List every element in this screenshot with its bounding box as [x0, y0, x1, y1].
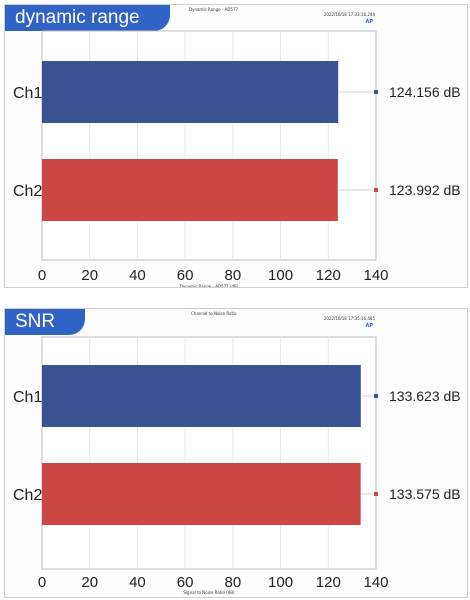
value-label: 123.992 dB	[389, 182, 461, 198]
x-tick-label: 60	[177, 574, 194, 591]
x-tick-label: 80	[225, 574, 242, 591]
x-tick-label: 40	[129, 574, 146, 591]
value-marker	[374, 188, 378, 192]
x-axis-label: Signal to Noise Ratio (dB)	[183, 590, 235, 595]
ap-logo-icon: AP	[365, 323, 373, 329]
chart-plot-area: 0 20 40 60 80 100 120 140 Dynamic Range - AD577 …	[13, 30, 461, 287]
chart-timestamp: 2022/10/18 17:33:16.244	[323, 12, 375, 17]
x-tick-label: 100	[268, 574, 293, 591]
x-tick-label: 140	[363, 267, 388, 284]
chart-title: Channel to Noise Ratio	[191, 311, 237, 316]
value-marker	[374, 492, 378, 496]
x-tick-label: 40	[129, 267, 146, 284]
snr-chart: SNR Channel to Noise Ratio 2022/10/18 17…	[4, 308, 468, 598]
x-tick-label: 120	[316, 574, 341, 591]
chart-badge: dynamic range	[5, 5, 170, 31]
chart-title: Dynamic Range - AD577	[189, 7, 239, 12]
x-tick-label: 60	[177, 267, 194, 284]
x-tick-label: 120	[316, 267, 341, 284]
chart-plot-area: 0 20 40 60 80 100 120 140 Signal to Noise Ratio …	[13, 336, 461, 595]
x-tick-label: 100	[268, 267, 293, 284]
x-axis-label: Dynamic Range - AD577 (dB)	[180, 284, 239, 287]
category-label: Ch2	[13, 487, 42, 504]
ap-logo-icon: AP	[365, 19, 373, 25]
category-label: Ch1	[13, 389, 42, 406]
value-label: 133.623 dB	[389, 388, 461, 404]
x-tick-label: 80	[225, 267, 242, 284]
value-marker	[374, 394, 378, 398]
value-label: 133.575 dB	[389, 486, 461, 502]
bar-ch1	[42, 61, 339, 123]
x-tick-label: 0	[38, 267, 46, 284]
category-label: Ch1	[13, 85, 42, 102]
dynamic-range-chart: dynamic range Dynamic Range - AD577 2022…	[4, 4, 468, 288]
value-marker	[374, 90, 378, 94]
chart-timestamp: 2022/10/18 17:35:16.485	[323, 316, 375, 321]
chart-badge: SNR	[5, 309, 86, 335]
x-tick-label: 20	[81, 574, 98, 591]
category-label: Ch2	[13, 183, 42, 200]
x-tick-label: 140	[363, 574, 388, 591]
bar-ch2	[42, 159, 338, 221]
x-tick-label: 0	[38, 574, 46, 591]
value-label: 124.156 dB	[389, 84, 461, 100]
x-tick-label: 20	[81, 267, 98, 284]
bar-ch2	[42, 463, 361, 525]
bar-ch1	[42, 365, 361, 427]
